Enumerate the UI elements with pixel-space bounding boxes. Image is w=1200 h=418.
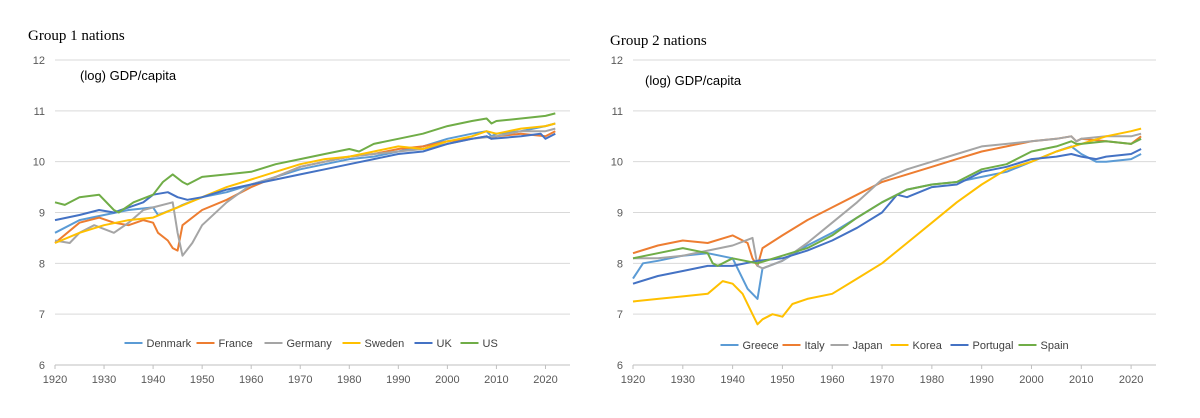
y-tick-label: 9 bbox=[39, 208, 45, 220]
chart-title: Group 1 nations bbox=[28, 28, 125, 44]
series-line-portugal bbox=[632, 148, 1142, 285]
legend-label: Greece bbox=[743, 340, 779, 352]
x-tick-label: 2020 bbox=[1119, 374, 1143, 386]
x-tick-label: 1930 bbox=[92, 374, 116, 386]
legend-item-portugal: Portugal bbox=[950, 340, 1014, 352]
y-tick-label: 11 bbox=[612, 106, 623, 118]
x-tick-label: 1990 bbox=[386, 374, 410, 386]
legend-item-greece: Greece bbox=[720, 340, 779, 352]
y-tick-label: 12 bbox=[33, 55, 45, 67]
series-line-spain bbox=[632, 137, 1142, 267]
series-line-us bbox=[54, 112, 556, 214]
legend-label: US bbox=[483, 338, 498, 350]
chart-title: Group 2 nations bbox=[610, 33, 707, 49]
inner-axis-label: (log) GDP/capita bbox=[645, 73, 742, 88]
series-line-greece bbox=[632, 145, 1142, 300]
x-tick-label: 1950 bbox=[770, 374, 794, 386]
legend-item-us: US bbox=[460, 338, 498, 350]
series-line-denmark bbox=[54, 122, 556, 234]
x-tick-label: 2010 bbox=[484, 374, 508, 386]
inner-axis-label: (log) GDP/capita bbox=[80, 68, 177, 83]
x-tick-label: 1920 bbox=[621, 374, 645, 386]
legend-label: Germany bbox=[287, 338, 333, 350]
legend-item-denmark: Denmark bbox=[124, 338, 192, 350]
y-tick-label: 8 bbox=[39, 258, 45, 270]
x-tick-label: 2000 bbox=[435, 374, 459, 386]
x-tick-label: 1940 bbox=[141, 374, 165, 386]
legend-label: Portugal bbox=[973, 340, 1014, 352]
legend-label: France bbox=[219, 338, 253, 350]
y-tick-label: 10 bbox=[611, 157, 623, 169]
chart-2: Group 2 nations 6 7 8 9 10 11 12 1920 1930 1940 195… bbox=[610, 33, 1156, 386]
legend-label: Japan bbox=[853, 340, 883, 352]
legend-item-italy: Italy bbox=[782, 340, 826, 352]
x-tick-label: 1950 bbox=[190, 374, 214, 386]
series-line-sweden bbox=[54, 122, 556, 244]
x-tick-label: 1980 bbox=[920, 374, 944, 386]
legend-item-korea: Korea bbox=[890, 340, 943, 352]
chart-1: Group 1 nations 6 7 8 9 10 11 12 1920 1930 1940 195… bbox=[28, 28, 570, 386]
y-tick-label: 12 bbox=[611, 55, 623, 67]
y-tick-label: 6 bbox=[39, 360, 45, 372]
x-tick-label: 2000 bbox=[1019, 374, 1043, 386]
series-line-japan bbox=[633, 132, 1142, 270]
x-tick-label: 1980 bbox=[337, 374, 361, 386]
y-tick-label: 10 bbox=[33, 157, 45, 169]
y-tick-label: 7 bbox=[39, 309, 45, 321]
x-tick-label: 1960 bbox=[239, 374, 263, 386]
series-line-uk bbox=[54, 132, 556, 222]
series-line-korea bbox=[632, 127, 1142, 326]
series-line-germany bbox=[54, 127, 556, 257]
legend-label: Korea bbox=[913, 340, 943, 352]
legend-label: Denmark bbox=[147, 338, 192, 350]
legend-label: UK bbox=[437, 338, 453, 350]
legend-item-sweden: Sweden bbox=[342, 338, 405, 350]
x-tick-label: 2020 bbox=[533, 374, 557, 386]
x-tick-label: 1940 bbox=[720, 374, 744, 386]
x-tick-label: 1920 bbox=[43, 374, 67, 386]
x-tick-label: 1930 bbox=[671, 374, 695, 386]
x-tick-label: 1970 bbox=[870, 374, 894, 386]
y-tick-label: 7 bbox=[617, 309, 623, 321]
y-tick-label: 11 bbox=[34, 106, 45, 118]
legend-label: Italy bbox=[805, 340, 826, 352]
x-tick-label: 2010 bbox=[1069, 374, 1093, 386]
x-tick-label: 1970 bbox=[288, 374, 312, 386]
x-tick-label: 1990 bbox=[969, 374, 993, 386]
x-tick-label: 1960 bbox=[820, 374, 844, 386]
legend-item-uk: UK bbox=[414, 338, 453, 350]
legend-label: Spain bbox=[1041, 340, 1069, 352]
legend-item-spain: Spain bbox=[1018, 340, 1069, 352]
legend-item-japan: Japan bbox=[830, 340, 883, 352]
y-tick-label: 9 bbox=[617, 208, 623, 220]
y-tick-label: 8 bbox=[617, 258, 623, 270]
series-line-france bbox=[54, 130, 556, 252]
legend-item-france: France bbox=[196, 338, 253, 350]
legend-label: Sweden bbox=[365, 338, 405, 350]
legend-item-germany: Germany bbox=[264, 338, 333, 350]
y-tick-label: 6 bbox=[617, 360, 623, 372]
